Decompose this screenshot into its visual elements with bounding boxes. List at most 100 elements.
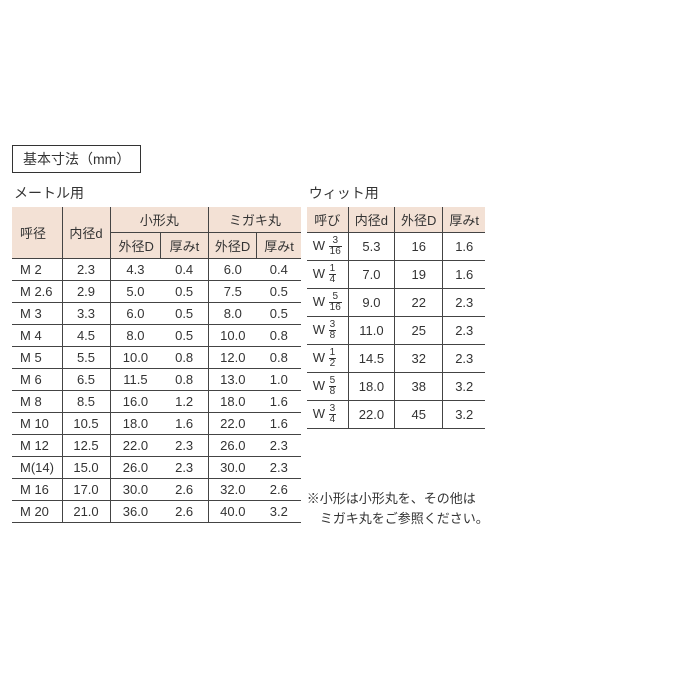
cell-small-od: 22.0 [110, 435, 160, 457]
cell-migaki-od: 26.0 [208, 435, 256, 457]
cell-t: 3.2 [443, 401, 485, 429]
cell-call: W 34 [307, 401, 349, 429]
cell-small-t: 2.6 [160, 479, 208, 501]
cell-inner: 22.0 [348, 401, 394, 429]
cell-migaki-od: 12.0 [208, 347, 256, 369]
cell-small-od: 6.0 [110, 303, 160, 325]
cell-od: 16 [395, 233, 443, 261]
cell-t: 3.2 [443, 373, 485, 401]
cell-small-od: 16.0 [110, 391, 160, 413]
cell-migaki-od: 10.0 [208, 325, 256, 347]
cell-inner: 18.0 [348, 373, 394, 401]
whit-heading: ウィット用 [309, 183, 489, 203]
col-small-group: 小形丸 [110, 207, 208, 233]
cell-t: 2.3 [443, 289, 485, 317]
cell-small-t: 2.3 [160, 457, 208, 479]
table-row: W 3165.3161.6 [307, 233, 485, 261]
cell-migaki-t: 0.8 [257, 325, 301, 347]
cell-small-t: 0.4 [160, 259, 208, 281]
cell-small-t: 0.8 [160, 369, 208, 391]
col-small-t: 厚みt [160, 233, 208, 259]
cell-migaki-od: 13.0 [208, 369, 256, 391]
cell-migaki-t: 0.4 [257, 259, 301, 281]
cell-inner: 3.3 [62, 303, 110, 325]
cell-small-od: 18.0 [110, 413, 160, 435]
table-row: W 5818.0383.2 [307, 373, 485, 401]
cell-migaki-od: 22.0 [208, 413, 256, 435]
cell-migaki-t: 0.5 [257, 303, 301, 325]
cell-inner: 2.9 [62, 281, 110, 303]
cell-migaki-od: 18.0 [208, 391, 256, 413]
table-row: M 2021.036.02.640.03.2 [12, 501, 301, 523]
table-row: M 66.511.50.813.01.0 [12, 369, 301, 391]
cell-inner: 4.5 [62, 325, 110, 347]
cell-od: 22 [395, 289, 443, 317]
cell-call: W 58 [307, 373, 349, 401]
cell-od: 25 [395, 317, 443, 345]
col-small-od: 外径D [110, 233, 160, 259]
table-row: M 1010.518.01.622.01.6 [12, 413, 301, 435]
cell-t: 2.3 [443, 345, 485, 373]
metric-block: メートル用 呼径 内径d 小形丸 ミガキ丸 外径D 厚みt 外径D 厚みt [12, 183, 301, 523]
cell-small-od: 5.0 [110, 281, 160, 303]
cell-call: M 10 [12, 413, 62, 435]
whit-table: 呼び 内径d 外径D 厚みt W 3165.3161.6W 147.0191.6… [307, 207, 485, 429]
cell-call: M 20 [12, 501, 62, 523]
cell-call: M 8 [12, 391, 62, 413]
cell-migaki-t: 2.3 [257, 457, 301, 479]
table-row: M 88.516.01.218.01.6 [12, 391, 301, 413]
cell-small-t: 0.5 [160, 281, 208, 303]
cell-od: 19 [395, 261, 443, 289]
cell-migaki-t: 1.0 [257, 369, 301, 391]
cell-inner: 8.5 [62, 391, 110, 413]
table-row: M 33.36.00.58.00.5 [12, 303, 301, 325]
cell-call: M 2 [12, 259, 62, 281]
table-row: W 3422.0453.2 [307, 401, 485, 429]
cell-migaki-od: 8.0 [208, 303, 256, 325]
cell-t: 1.6 [443, 233, 485, 261]
wcol-od: 外径D [395, 207, 443, 233]
tables-row: メートル用 呼径 内径d 小形丸 ミガキ丸 外径D 厚みt 外径D 厚みt [12, 183, 679, 528]
cell-inner: 10.5 [62, 413, 110, 435]
cell-small-od: 11.5 [110, 369, 160, 391]
cell-migaki-t: 2.3 [257, 435, 301, 457]
cell-call: M 4 [12, 325, 62, 347]
cell-small-od: 8.0 [110, 325, 160, 347]
cell-inner: 2.3 [62, 259, 110, 281]
cell-migaki-od: 40.0 [208, 501, 256, 523]
cell-small-od: 30.0 [110, 479, 160, 501]
cell-migaki-t: 1.6 [257, 391, 301, 413]
cell-inner: 5.3 [348, 233, 394, 261]
cell-inner: 9.0 [348, 289, 394, 317]
cell-migaki-t: 2.6 [257, 479, 301, 501]
cell-small-t: 0.8 [160, 347, 208, 369]
cell-call: M(14) [12, 457, 62, 479]
cell-inner: 14.5 [348, 345, 394, 373]
cell-small-t: 2.6 [160, 501, 208, 523]
cell-inner: 21.0 [62, 501, 110, 523]
cell-small-od: 36.0 [110, 501, 160, 523]
wcol-t: 厚みt [443, 207, 485, 233]
table-row: M 2.62.95.00.57.50.5 [12, 281, 301, 303]
wcol-call: 呼び [307, 207, 349, 233]
cell-inner: 5.5 [62, 347, 110, 369]
cell-small-od: 26.0 [110, 457, 160, 479]
cell-small-od: 4.3 [110, 259, 160, 281]
col-migaki-od: 外径D [208, 233, 256, 259]
cell-call: M 2.6 [12, 281, 62, 303]
col-migaki-t: 厚みt [257, 233, 301, 259]
table-row: W 3811.0252.3 [307, 317, 485, 345]
cell-migaki-t: 3.2 [257, 501, 301, 523]
cell-call: W 12 [307, 345, 349, 373]
cell-inner: 12.5 [62, 435, 110, 457]
footnote-line1: ※小形は小形丸を、その他は [307, 491, 476, 506]
cell-call: W 516 [307, 289, 349, 317]
cell-od: 32 [395, 345, 443, 373]
footnote: ※小形は小形丸を、その他は ミガキ丸をご参照ください。 [307, 489, 489, 528]
cell-t: 2.3 [443, 317, 485, 345]
table-row: W 1214.5322.3 [307, 345, 485, 373]
wcol-inner: 内径d [348, 207, 394, 233]
cell-inner: 15.0 [62, 457, 110, 479]
cell-migaki-t: 1.6 [257, 413, 301, 435]
dimensions-title: 基本寸法（mm） [12, 145, 141, 173]
